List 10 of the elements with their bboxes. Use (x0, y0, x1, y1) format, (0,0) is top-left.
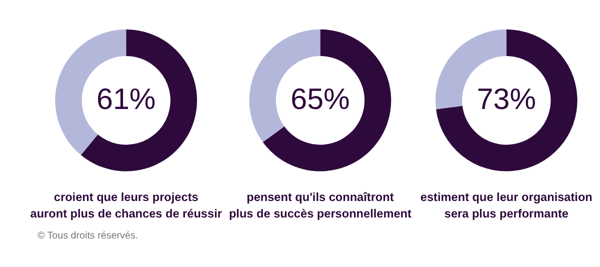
donut-slice (262, 29, 392, 172)
text: © Tous droits réservés. (37, 230, 138, 242)
text: estiment que leur organisation sera plus performante (420, 190, 592, 221)
data-label: 61% (96, 83, 156, 116)
donut-slice (80, 29, 197, 172)
text: croient que leurs projects auront plus de chances de réussir (30, 190, 222, 221)
data-label: 73% (476, 83, 536, 116)
data-label: 65% (290, 83, 350, 116)
text: pensent qu'ils connaîtront plus de succès personnellement (228, 190, 412, 221)
donut-slice (436, 29, 578, 172)
